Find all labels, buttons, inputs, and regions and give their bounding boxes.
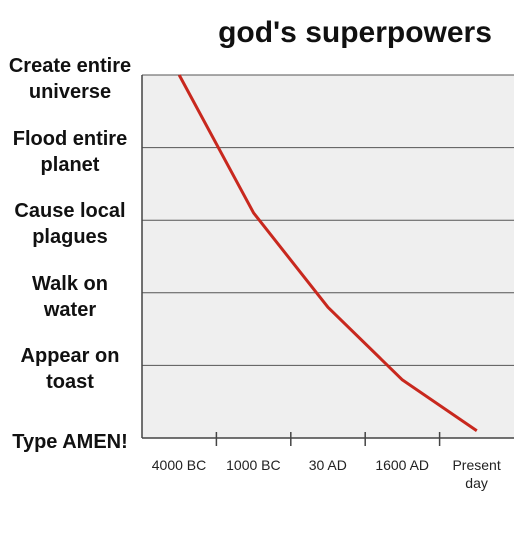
line	[177, 74, 478, 432]
x-tick-label: 4000 BC	[151, 457, 207, 473]
y-tick-label: Flood entire planet	[12, 127, 128, 176]
y-tick-label: Appear on toast	[20, 345, 120, 394]
y-tick-label: Walk on water	[32, 272, 108, 321]
x-tick-label: 1000 BC	[226, 457, 281, 473]
x-tick-label: Present day	[452, 457, 501, 491]
chart-title: god's superpowers	[218, 16, 492, 49]
x-tick-label: 1600 AD	[375, 457, 430, 473]
plot-area	[142, 75, 514, 438]
y-tick-label: Create entire universe	[8, 55, 132, 103]
x-tick-label: 30 AD	[308, 457, 347, 473]
y-tick-label: Cause local plagues	[14, 200, 126, 249]
y-tick-label: Type AMEN!	[12, 431, 128, 453]
